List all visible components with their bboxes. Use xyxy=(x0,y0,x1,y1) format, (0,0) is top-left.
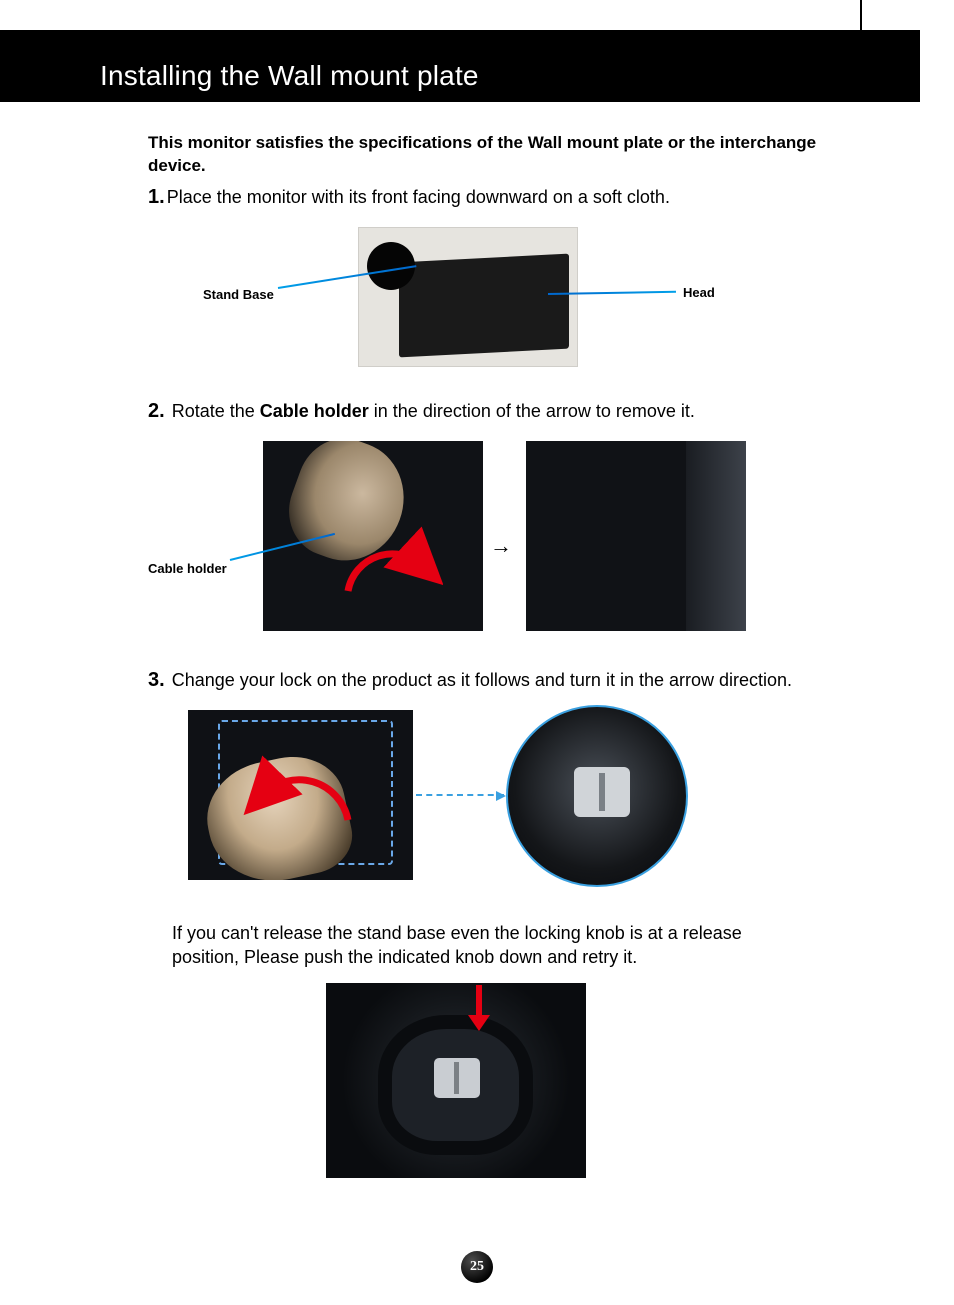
note-text: If you can't release the stand base even… xyxy=(172,921,812,970)
figure-1: Stand Base Head xyxy=(148,227,848,372)
step-1-number: 1. xyxy=(148,186,165,208)
figure-1-wrap: Stand Base Head xyxy=(148,227,868,372)
rotate-arrow-icon xyxy=(323,506,443,626)
edge-highlight xyxy=(686,441,746,631)
step-2-bold: Cable holder xyxy=(260,401,369,421)
figure-2-wrap: → Cable holder xyxy=(148,441,868,641)
figure-4 xyxy=(148,983,868,1183)
arrow-right-icon: → xyxy=(490,533,512,559)
step-1: 1.Place the monitor with its front facin… xyxy=(148,184,868,211)
step-2: 2. Rotate the Cable holder in the direct… xyxy=(148,398,868,425)
page-number: 25 xyxy=(461,1251,493,1283)
step-3: 3. Change your lock on the product as it… xyxy=(148,667,868,694)
lock-knob-shape xyxy=(574,767,630,817)
header-inner: Installing the Wall mount plate xyxy=(0,49,900,102)
figure-3-detail-circle xyxy=(506,705,688,887)
figure-2: → Cable holder xyxy=(148,441,868,641)
down-arrow-icon xyxy=(464,983,494,1033)
crop-mark xyxy=(860,0,862,30)
step-2-number: 2. xyxy=(148,400,165,422)
figure-2-photo-a xyxy=(263,441,483,631)
lock-knob-shape-2 xyxy=(434,1058,480,1098)
figure-3-wrap xyxy=(148,710,868,895)
intro-text: This monitor satisfies the specification… xyxy=(148,132,868,178)
step-2-post: in the direction of the arrow to remove … xyxy=(369,401,695,421)
figure-3 xyxy=(168,710,888,895)
step-2-pre: Rotate the xyxy=(167,401,260,421)
step-3-text: Change your lock on the product as it fo… xyxy=(167,670,792,690)
figure-3-photo xyxy=(188,710,413,880)
step-3-number: 3. xyxy=(148,669,165,691)
page-number-value: 25 xyxy=(470,1259,484,1275)
page-title: Installing the Wall mount plate xyxy=(100,60,479,92)
dashed-arrow-icon xyxy=(416,794,504,796)
content-area: This monitor satisfies the specification… xyxy=(148,132,868,1183)
step-1-text: Place the monitor with its front facing … xyxy=(167,187,670,207)
label-head: Head xyxy=(683,285,715,300)
monitor-shape xyxy=(399,253,569,357)
label-stand-base: Stand Base xyxy=(203,287,274,302)
rotate-arrow-icon-2 xyxy=(238,740,368,870)
figure-2-photo-b xyxy=(526,441,746,631)
label-cable-holder: Cable holder xyxy=(148,561,227,576)
figure-4-photo xyxy=(326,983,586,1178)
figure-1-photo xyxy=(358,227,578,367)
